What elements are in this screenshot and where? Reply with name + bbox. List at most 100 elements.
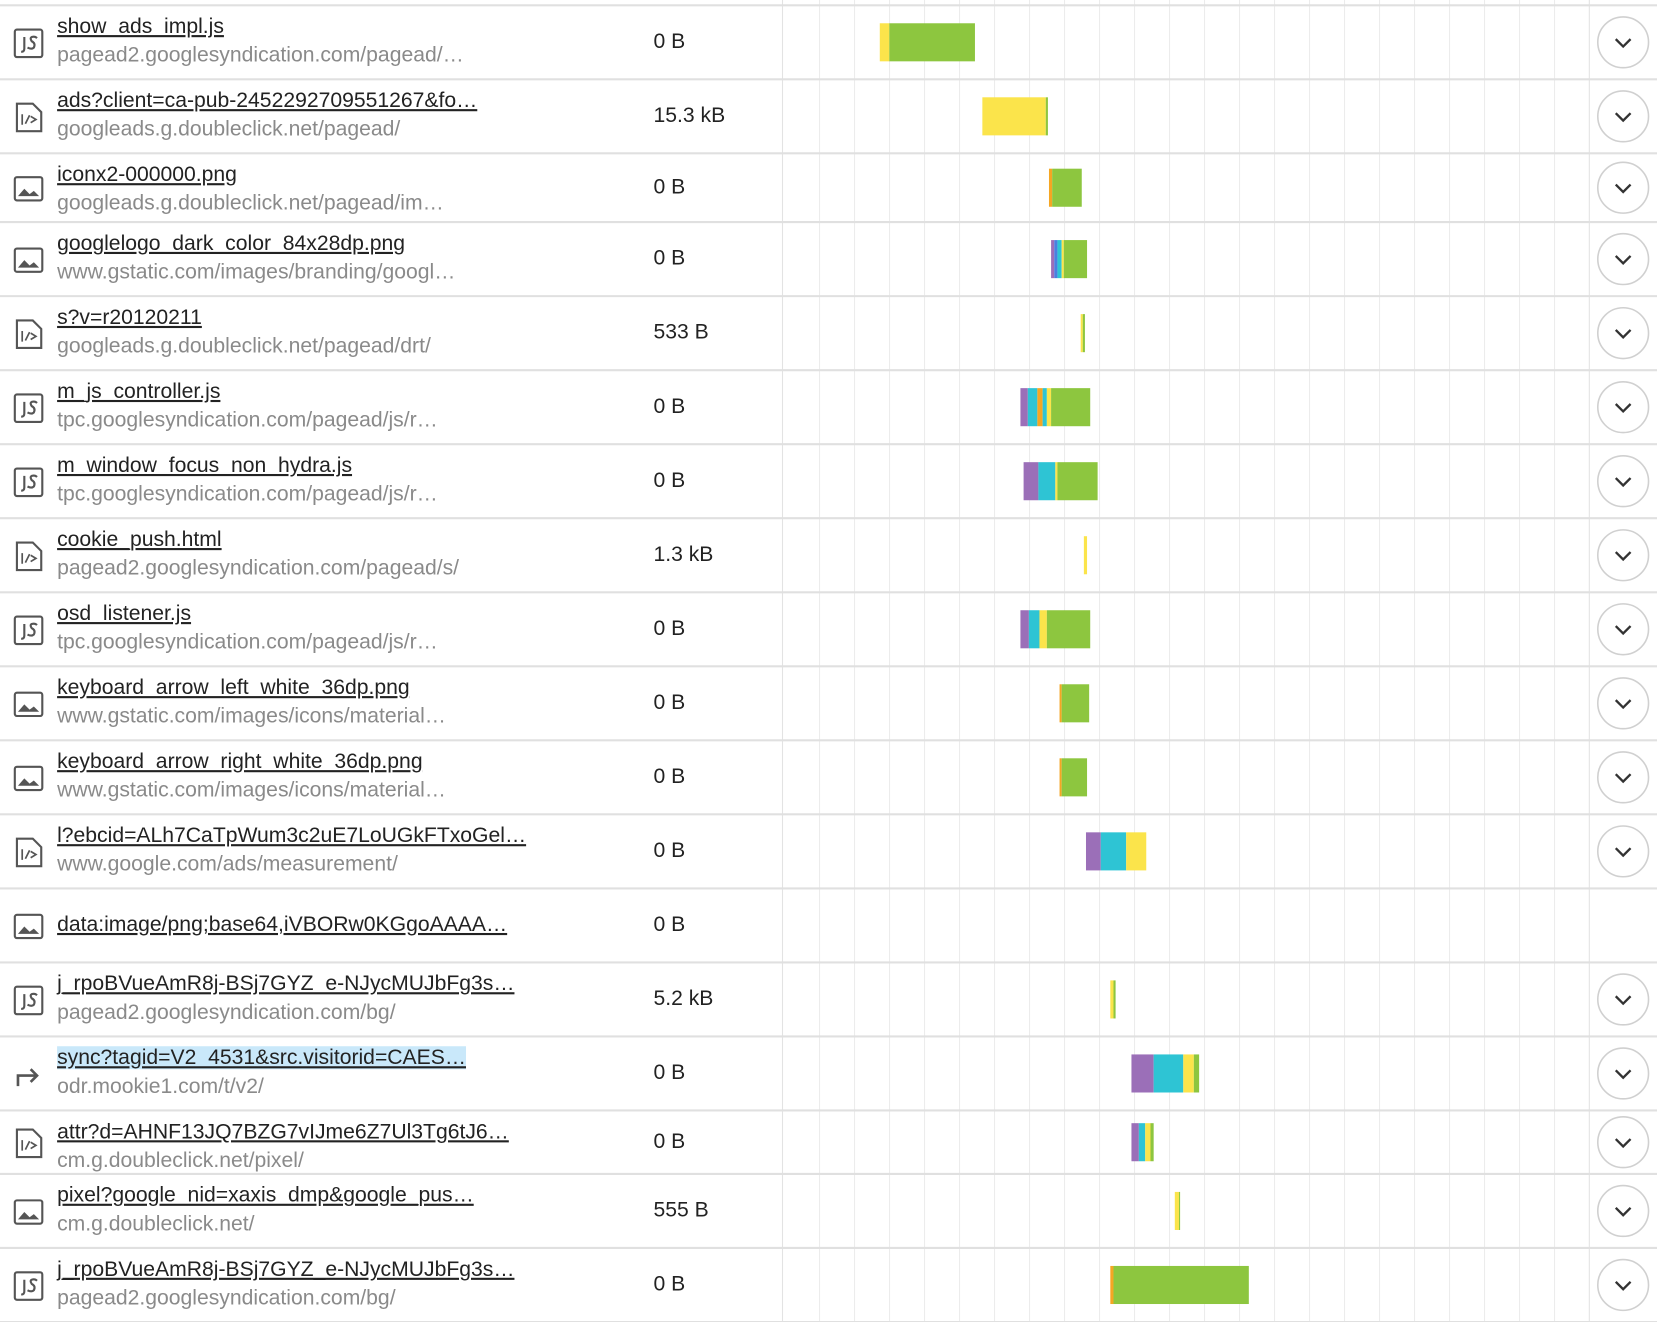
- request-name[interactable]: m_window_focus_non_hydra.js: [57, 454, 352, 477]
- js-icon: [21, 992, 38, 1011]
- request-row[interactable]: sync?tagid=V2_4531&src.visitorid=CAES…od…: [0, 1046, 1657, 1112]
- timing-segment: [1037, 388, 1043, 427]
- request-size: 15.3 kB: [653, 104, 725, 127]
- timing-segment: [1138, 1123, 1146, 1162]
- request-row[interactable]: keyboard_arrow_left_white_36dp.png www.gs…: [0, 676, 1657, 742]
- expand-button[interactable]: [1596, 455, 1650, 508]
- request-row[interactable]: m_window_focus_non_hydra.js tpc.googlesyn…: [0, 454, 1657, 520]
- image-icon: [17, 778, 40, 786]
- request-row[interactable]: j_rpoBVueAmR8j-BSj7GYZ_e-NJycMUJbFg3s…pa…: [0, 972, 1657, 1038]
- request-row[interactable]: j_rpoBVueAmR8j-BSj7GYZ_e-NJycMUJbFg3s…pa…: [0, 1258, 1657, 1322]
- expand-chevron: [1614, 1280, 1632, 1291]
- request-size: 0 B: [653, 395, 685, 418]
- expand-button[interactable]: [1596, 381, 1650, 434]
- expand-chevron: [1614, 773, 1632, 784]
- request-size: 0 B: [653, 765, 685, 788]
- request-size: 0 B: [653, 1273, 685, 1296]
- expand-chevron: [1614, 403, 1632, 414]
- image-icon: [13, 765, 44, 792]
- request-name[interactable]: data:image/png;base64,iVBORw0KGgoAAAA…: [57, 913, 507, 936]
- request-row[interactable]: show_ads_impl.js pagead2.googlesyndicatio…: [0, 15, 1657, 81]
- js-icon: [13, 1271, 44, 1301]
- image-icon: [13, 247, 44, 273]
- request-domain: pagead2.googlesyndication.com/pagead/…: [57, 44, 464, 67]
- timing-segment: [1023, 462, 1039, 501]
- expand-chevron: [1614, 551, 1632, 562]
- expand-button[interactable]: [1596, 306, 1650, 360]
- image-icon: [17, 260, 40, 268]
- expand-button[interactable]: [1596, 529, 1650, 582]
- request-row[interactable]: googlelogo_dark_color_84x28dp.png www.gst…: [0, 232, 1657, 298]
- timing-segment: [1039, 610, 1047, 649]
- expand-button[interactable]: [1596, 1116, 1650, 1169]
- expand-button[interactable]: [1596, 16, 1650, 69]
- expand-button[interactable]: [1596, 1047, 1650, 1100]
- highlight: [57, 1046, 467, 1070]
- timing-segment: [1027, 388, 1038, 427]
- request-name[interactable]: osd_listener.js: [57, 602, 191, 625]
- expand-chevron: [1614, 1138, 1632, 1149]
- expand-chevron: [1614, 847, 1632, 858]
- expand-button[interactable]: [1596, 232, 1650, 286]
- expand-chevron: [1614, 183, 1632, 194]
- expand-button[interactable]: [1596, 90, 1650, 143]
- request-domain: cm.g.doubleclick.net/: [57, 1212, 255, 1235]
- request-name[interactable]: keyboard_arrow_left_white_36dp.png: [57, 676, 410, 699]
- request-name[interactable]: m_js_controller.js: [57, 380, 220, 403]
- request-name[interactable]: keyboard_arrow_right_white_36dp.png: [57, 750, 422, 773]
- request-name[interactable]: attr?d=AHNF13JQ7BZG7vIJme6Z7Ul3Tg6tJ6…: [57, 1120, 509, 1143]
- request-size: 0 B: [653, 617, 685, 640]
- expand-button[interactable]: [1596, 161, 1650, 214]
- timing-segment: [1126, 832, 1147, 871]
- doc-icon: [15, 102, 43, 133]
- request-row[interactable]: data:image/png;base64,iVBORw0KGgoAAAA… 0 …: [0, 913, 1657, 964]
- request-domain: pagead2.googlesyndication.com/bg/: [57, 1001, 396, 1024]
- request-name[interactable]: s?v=r20120211: [57, 306, 202, 329]
- request-name[interactable]: pixel?google_nid=xaxis_dmp&google_pus…: [57, 1184, 474, 1207]
- timing-segment: [1057, 240, 1062, 279]
- request-row[interactable]: s?v=r20120211 googleads.g.doubleclick.net…: [0, 306, 1657, 372]
- image-icon: [17, 704, 40, 712]
- request-row[interactable]: pixel?google_nid=xaxis_dmp&google_pus…cm…: [0, 1184, 1657, 1250]
- request-row[interactable]: ads?client=ca-pub-245229270955126​7&fo… g…: [0, 89, 1657, 155]
- request-domain: tpc.googlesyndication.com/pagead/js/r…: [57, 409, 438, 432]
- request-name[interactable]: sync?tagid=V2_4531&src.visitorid=CAES…: [57, 1046, 466, 1069]
- request-row[interactable]: attr?d=AHNF13JQ7BZG7vIJme6Z7Ul3Tg6tJ6… cm…: [0, 1116, 1657, 1175]
- doc-icon: [21, 114, 38, 125]
- request-row[interactable]: keyboard_arrow_right_white_36dp.png www.g…: [0, 750, 1657, 816]
- request-row[interactable]: iconx2-000000.png googleads.g.doubleclick…: [0, 161, 1657, 224]
- request-name[interactable]: ads?client=ca-pub-245229270955126​7&fo…: [57, 89, 477, 112]
- js-icon: [13, 985, 44, 1016]
- expand-chevron: [1614, 255, 1632, 265]
- request-name[interactable]: googlelogo_dark_color_84x28dp.png: [57, 232, 405, 255]
- expand-button[interactable]: [1596, 603, 1650, 656]
- request-name[interactable]: cookie_push.html: [57, 528, 222, 551]
- request-name[interactable]: j_rpoBVueAmR8j-BSj7GYZ_e-NJycMUJbFg3s…: [56, 972, 514, 995]
- timing-segment: [1046, 610, 1091, 649]
- expand-button[interactable]: [1596, 1184, 1650, 1238]
- js-icon: [21, 1278, 38, 1296]
- timing-segment: [1061, 758, 1088, 797]
- request-row[interactable]: osd_listener.js tpc.googlesyndication.com…: [0, 602, 1657, 668]
- doc-icon: [21, 331, 38, 342]
- request-name[interactable]: show_ads_impl.js: [57, 15, 224, 38]
- request-row[interactable]: m_js_controller.js tpc.googlesyndication.…: [0, 380, 1657, 446]
- request-name[interactable]: j_rpoBVueAmR8j-BSj7GYZ_e-NJycMUJbFg3s…: [56, 1258, 514, 1281]
- timing-segment: [1051, 240, 1055, 279]
- request-name[interactable]: l?ebcid=ALh7CaTpWum3c2uE7LoUGkFTxoGel…: [57, 824, 526, 847]
- request-size: 0 B: [653, 691, 685, 714]
- request-domain: pagead2.googlesyndication.com/pagead/s/: [57, 557, 459, 580]
- expand-button[interactable]: [1596, 825, 1650, 878]
- expand-button[interactable]: [1596, 1258, 1650, 1312]
- expand-button[interactable]: [1596, 677, 1650, 730]
- timing-segment: [1113, 1265, 1249, 1305]
- timing-segment: [1059, 684, 1062, 723]
- timing-segment: [879, 23, 890, 62]
- request-row[interactable]: l?ebcid=ALh7CaTpWum3c2uE7LoUGkFTxoGel… ww…: [0, 824, 1657, 890]
- timing-segment: [1057, 462, 1098, 501]
- expand-button[interactable]: [1596, 751, 1650, 804]
- request-name[interactable]: iconx2-000000.png: [57, 163, 237, 186]
- request-row[interactable]: cookie_push.html pagead2.googlesyndicatio…: [0, 528, 1657, 594]
- expand-button[interactable]: [1596, 973, 1650, 1026]
